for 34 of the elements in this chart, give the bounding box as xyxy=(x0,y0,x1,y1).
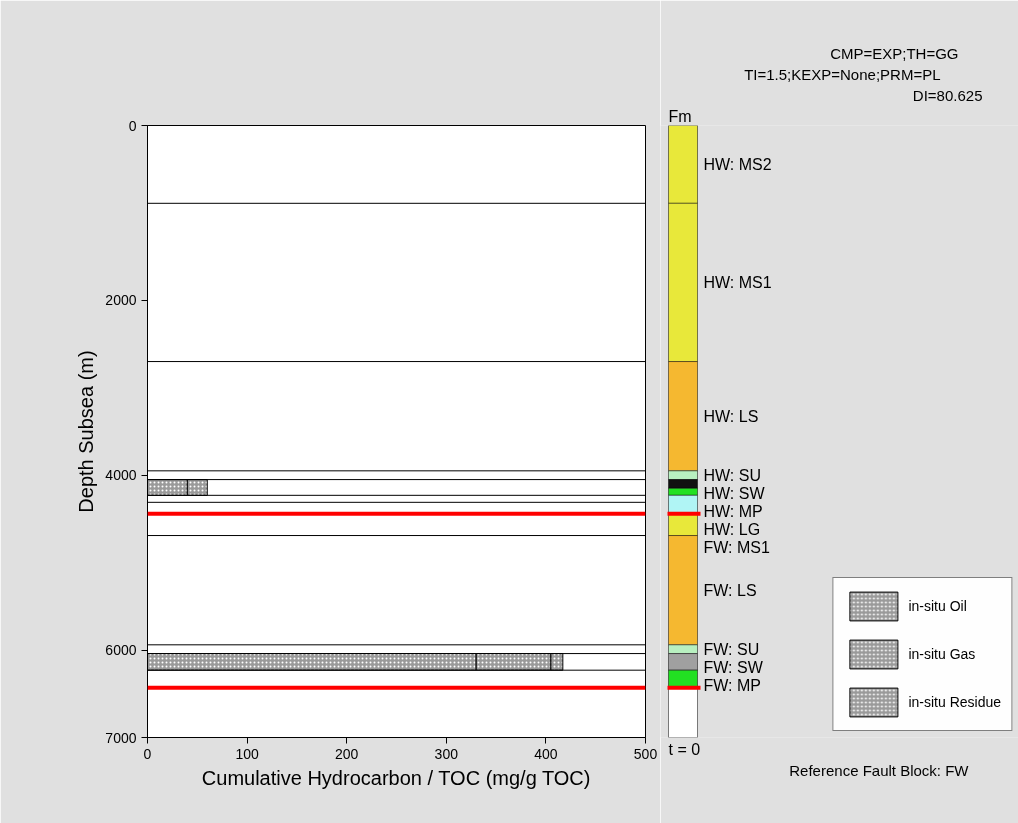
x-tick-label: 200 xyxy=(335,745,359,762)
series-label: HW: MP xyxy=(703,502,763,520)
legend-label: in-situ Oil xyxy=(908,598,967,614)
y-axis-title: Depth Subsea (m) xyxy=(75,350,98,513)
text: CMP=EXP;TH=GG xyxy=(830,44,959,62)
text: t = 0 xyxy=(668,740,701,758)
legend-label: in-situ Residue xyxy=(908,694,1001,710)
legend-label: in-situ Gas xyxy=(908,646,976,662)
series-label: FW: SU xyxy=(703,640,760,658)
y-tick-label: 7000 xyxy=(105,729,137,746)
text: TI=1.5;KEXP=None;PRM=PL xyxy=(744,65,941,83)
series-label: HW: MS1 xyxy=(703,273,772,291)
series-label: HW: LG xyxy=(703,520,761,538)
series-label: FW: MP xyxy=(703,676,761,694)
text: DI=80.625 xyxy=(912,86,983,104)
series-label: FW: MS1 xyxy=(703,538,770,556)
series-label: HW: LS xyxy=(703,407,759,425)
chart-title: Fm xyxy=(668,107,692,125)
x-axis-title: Cumulative Hydrocarbon / TOC (mg/g TOC) xyxy=(201,766,591,789)
series-label: FW: SW xyxy=(703,658,764,676)
y-tick-label: 4000 xyxy=(105,467,137,484)
y-tick-label: 0 xyxy=(128,117,137,134)
x-tick-label: 400 xyxy=(534,745,558,762)
text: Reference Fault Block: FW xyxy=(789,761,970,779)
x-tick-label: 500 xyxy=(633,745,658,762)
x-tick-label: 300 xyxy=(434,745,459,762)
series-label: FW: LS xyxy=(703,581,757,599)
x-tick-label: 100 xyxy=(235,745,259,762)
x-tick-label: 0 xyxy=(143,745,152,762)
series-label: HW: SW xyxy=(703,484,766,502)
series-label: HW: MS2 xyxy=(703,155,772,173)
y-tick-label: 2000 xyxy=(105,292,137,309)
y-tick-label: 6000 xyxy=(105,642,137,659)
series-label: HW: SU xyxy=(703,466,761,484)
